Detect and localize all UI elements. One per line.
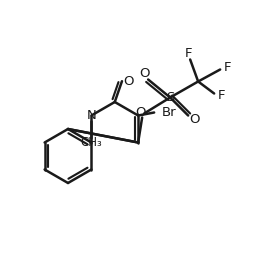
Text: S: S (166, 91, 174, 104)
Text: O: O (189, 113, 199, 126)
Text: CH₃: CH₃ (80, 136, 102, 149)
Text: O: O (139, 67, 150, 80)
Text: O: O (124, 75, 134, 88)
Text: Br: Br (162, 106, 176, 119)
Text: N: N (87, 109, 96, 122)
Text: F: F (184, 47, 192, 60)
Text: F: F (223, 61, 231, 74)
Text: O: O (135, 106, 145, 119)
Text: F: F (217, 89, 225, 102)
